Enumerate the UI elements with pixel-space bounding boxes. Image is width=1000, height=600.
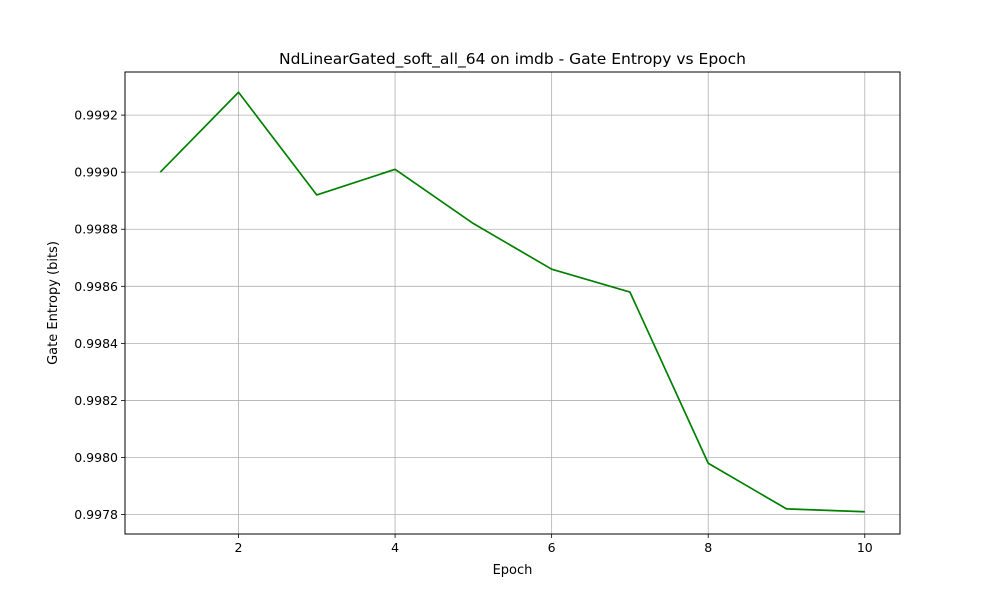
x-tick-label: 8 [704,540,712,555]
y-tick-label: 0.9988 [74,222,118,237]
x-axis-label: Epoch [493,563,533,578]
y-axis-ticks: 0.9978 0.9980 0.9982 0.9984 0.9986 0.9988 0.99… [74,108,125,522]
chart-title: NdLinearGated_soft_all_64 on imdb - Gate… [279,50,746,69]
y-tick-label: 0.9992 [74,108,118,123]
x-tick-label: 10 [857,540,873,555]
entropy-series-line [159,91,865,513]
y-tick-label: 0.9986 [74,279,118,294]
x-tick-label: 2 [235,540,243,555]
x-axis-ticks: 2 4 6 8 10 [235,534,873,555]
x-tick-label: 4 [391,540,399,555]
y-axis-label: Gate Entropy (bits) [46,241,61,365]
y-tick-label: 0.9984 [74,336,118,351]
y-tick-label: 0.9990 [74,165,118,180]
y-tick-label: 0.9982 [74,393,118,408]
y-tick-label: 0.9980 [74,450,118,465]
plot-frame [124,71,901,535]
series-layer [159,91,865,513]
grid-lines [125,72,900,534]
y-tick-label: 0.9978 [74,507,118,522]
x-tick-label: 6 [548,540,556,555]
